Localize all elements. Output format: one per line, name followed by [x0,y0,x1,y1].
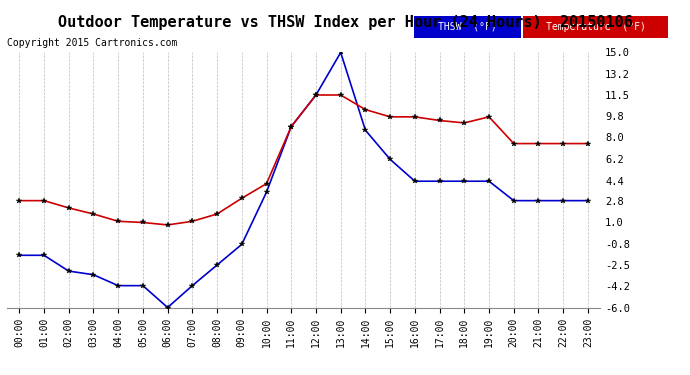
Text: Temperature  (°F): Temperature (°F) [546,22,645,32]
Text: Outdoor Temperature vs THSW Index per Hour (24 Hours)  20150106: Outdoor Temperature vs THSW Index per Ho… [57,15,633,30]
Text: THSW  (°F): THSW (°F) [438,22,497,32]
Text: Copyright 2015 Cartronics.com: Copyright 2015 Cartronics.com [7,38,177,48]
